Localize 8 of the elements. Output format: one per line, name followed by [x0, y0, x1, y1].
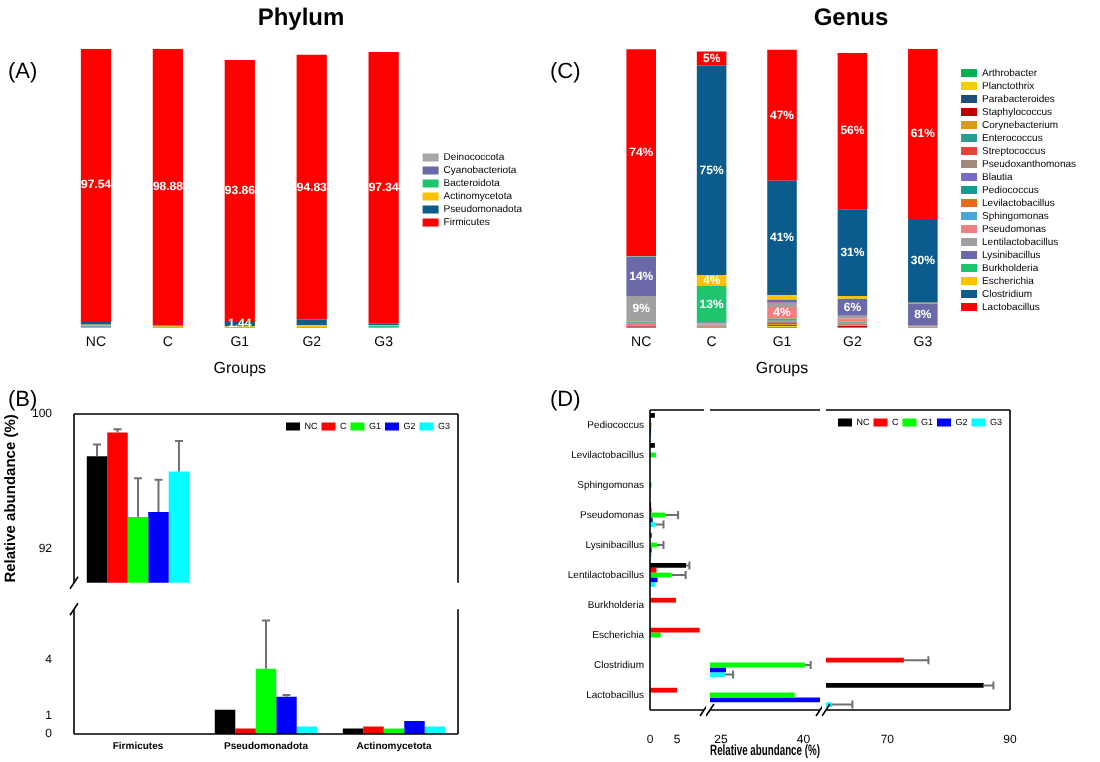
- chart-title: Phylum: [257, 3, 345, 32]
- text: (D): [550, 388, 581, 412]
- text: (B): [8, 388, 38, 412]
- x-axis-title: Groups: [213, 358, 267, 377]
- text: (C): [550, 60, 581, 84]
- x-axis-title: Groups: [755, 358, 809, 377]
- text: (A): [8, 60, 38, 84]
- chart-title: Genus: [813, 3, 889, 32]
